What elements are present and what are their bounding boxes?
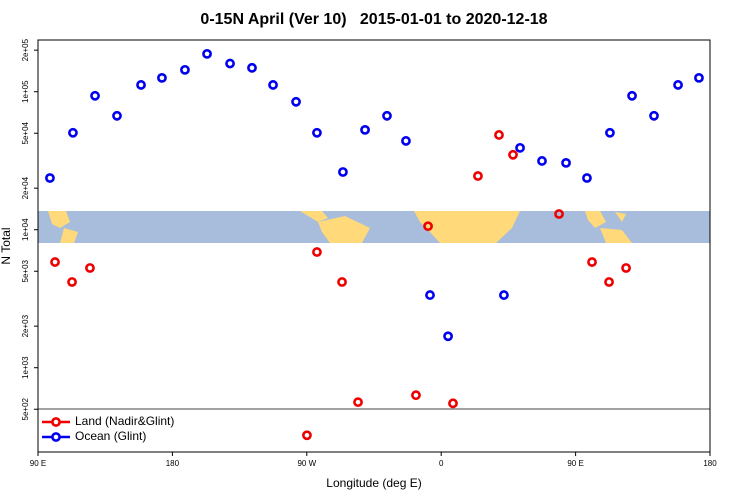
y-axis-label: N Total (0, 227, 13, 264)
y-tick-label: 5e+04 (21, 121, 30, 144)
point (202, 48, 212, 59)
point (537, 156, 547, 166)
point (694, 72, 704, 83)
y-tick-label: 1e+04 (21, 218, 30, 241)
x-tick-label: 90 E (30, 459, 46, 468)
point (312, 127, 322, 138)
plot-frame (37, 39, 711, 453)
legend-label: Ocean (Glint) (75, 429, 146, 443)
point (649, 110, 659, 121)
legend-label: Land (Nadir&Glint) (75, 414, 174, 428)
point (494, 130, 504, 140)
y-tick-label: 1e+03 (21, 356, 30, 379)
point (312, 247, 322, 257)
point (90, 90, 100, 101)
point (302, 430, 312, 441)
point (605, 127, 615, 138)
point (68, 127, 78, 138)
point (411, 390, 421, 401)
point (382, 110, 392, 121)
x-axis-label: Longitude (deg E) (326, 476, 421, 490)
point (401, 136, 411, 146)
x-tick-label: 90 W (297, 459, 316, 468)
y-tick-label: 5e+03 (21, 259, 30, 282)
point (291, 96, 301, 107)
point (587, 257, 597, 267)
point (582, 173, 592, 183)
point (67, 277, 77, 287)
point (353, 397, 363, 408)
legend-marker (51, 432, 61, 442)
point (448, 398, 458, 409)
y-tick-label: 2e+04 (21, 176, 30, 199)
point (508, 149, 518, 160)
x-tick-label: 0 (439, 459, 444, 468)
point (247, 62, 257, 73)
point (443, 331, 453, 342)
point (473, 171, 483, 181)
y-tick-label: 2e+05 (21, 38, 30, 61)
y-tick-label: 5e+02 (21, 397, 30, 420)
point (621, 263, 631, 273)
point (627, 90, 637, 101)
point (360, 124, 370, 135)
point (499, 290, 509, 300)
chart-title: 0-15N April (Ver 10) 2015-01-01 to 2020-… (200, 11, 547, 28)
y-tick-label: 2e+03 (21, 314, 30, 337)
x-tick-label: 180 (703, 459, 717, 468)
point (180, 64, 190, 75)
point (338, 167, 348, 177)
point (337, 277, 347, 287)
point (157, 72, 167, 83)
point (515, 142, 525, 153)
point (85, 263, 95, 273)
point (425, 290, 435, 300)
point (554, 209, 564, 219)
point (604, 277, 614, 287)
point (673, 80, 683, 90)
point (561, 157, 571, 168)
point (423, 221, 433, 232)
y-tick-label: 1e+05 (21, 80, 30, 103)
x-tick-label: 180 (166, 459, 180, 468)
point (45, 173, 55, 183)
x-tick-label: 90 E (567, 459, 583, 468)
legend-marker (51, 417, 61, 427)
map-strip (38, 211, 710, 243)
point (268, 80, 278, 90)
point (50, 257, 60, 267)
point (225, 58, 235, 69)
point (136, 80, 146, 90)
point (112, 110, 122, 121)
